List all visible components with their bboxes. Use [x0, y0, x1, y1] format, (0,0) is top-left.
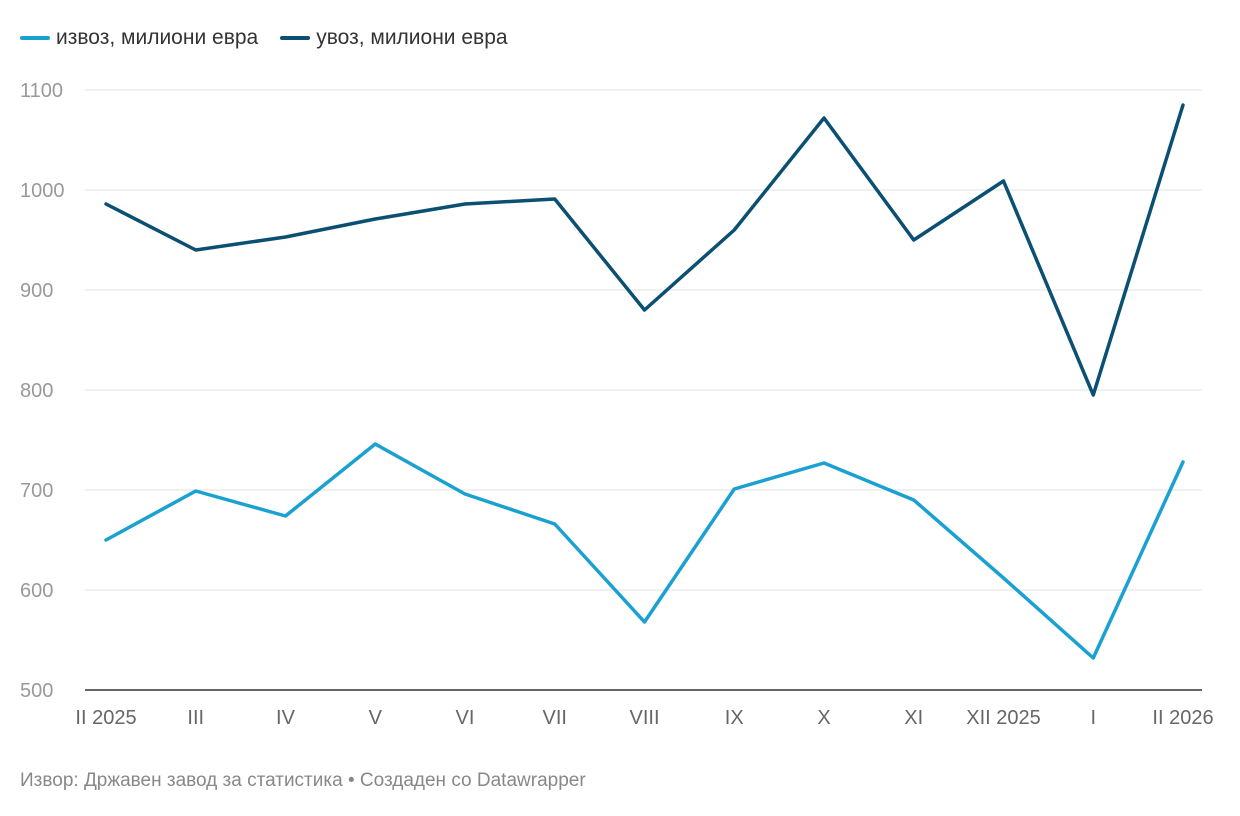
y-tick-label: 700 [20, 480, 53, 502]
export-line [104, 442, 1185, 660]
import-line [104, 103, 1185, 397]
x-tick-label: V [369, 707, 383, 729]
x-tick-label: III [187, 707, 204, 729]
x-tick-label: II 2026 [1152, 707, 1213, 729]
chart-legend: извоз, милиони евра увоз, милиони евра [20, 26, 508, 50]
x-tick-label: II 2025 [75, 707, 136, 729]
legend-item-export: извоз, милиони евра [20, 26, 258, 50]
x-tick-label: XI [904, 707, 923, 729]
x-tick-label: IV [276, 707, 296, 729]
x-tick-label: VI [456, 707, 475, 729]
x-tick-label: I [1090, 707, 1096, 729]
legend-swatch-import [280, 36, 311, 40]
x-tick-label: IX [725, 707, 744, 729]
y-tick-label: 500 [20, 680, 53, 702]
x-tick-label: X [817, 707, 830, 729]
legend-label-import: увоз, милиони евра [316, 26, 508, 49]
y-tick-label: 1100 [20, 80, 63, 102]
y-tick-label: 900 [20, 280, 53, 302]
legend-label-export: извоз, милиони евра [56, 26, 259, 49]
y-tick-label: 1000 [20, 180, 65, 202]
source-footer: Извор: Државен завод за статистика • Соз… [20, 770, 586, 791]
y-tick-label: 600 [20, 580, 53, 602]
legend-swatch-export [20, 36, 50, 40]
x-tick-label: XII 2025 [966, 707, 1041, 729]
x-tick-label: VII [543, 707, 567, 729]
legend-item-import: увоз, милиони евра [280, 26, 508, 50]
y-tick-label: 800 [20, 380, 53, 402]
x-tick-label: VIII [629, 707, 659, 729]
